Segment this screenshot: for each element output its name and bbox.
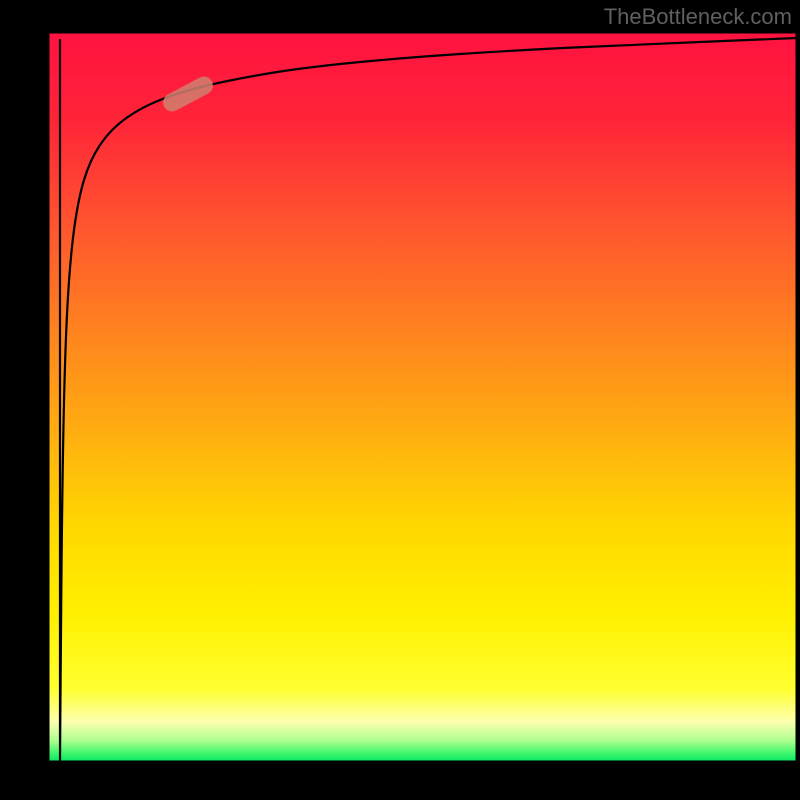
watermark-text: TheBottleneck.com [604,4,792,30]
bottleneck-chart [0,0,800,800]
chart-container: TheBottleneck.com [0,0,800,800]
plot-background [48,32,797,762]
